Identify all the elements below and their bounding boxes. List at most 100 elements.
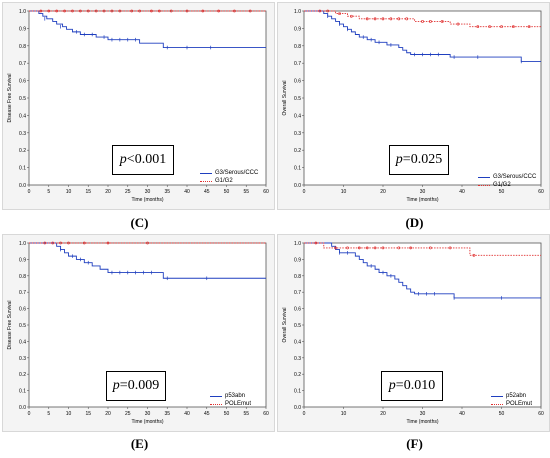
legend-e: p53abn POLEmut xyxy=(210,392,251,408)
y-tick-label: 0.0 xyxy=(19,183,26,189)
pvalue-box-f: p=0.010 xyxy=(381,371,443,401)
y-tick-label: 0.1 xyxy=(294,389,301,395)
y-axis-label: Disease Free Survival xyxy=(7,301,13,350)
censor-mark xyxy=(51,241,55,245)
legend-entry: p52abn xyxy=(491,392,532,400)
y-axis-label: Disease Free Survival xyxy=(7,74,13,123)
y-tick-label: 0.1 xyxy=(19,166,26,172)
legend-swatch-red xyxy=(200,180,212,182)
x-tick-label: 50 xyxy=(224,189,230,195)
legend-c: G3/Serous/CCC G1/G2 xyxy=(200,169,258,185)
censor-mark xyxy=(397,246,401,250)
censor-mark xyxy=(39,9,43,13)
legend-label: p52abn xyxy=(506,393,527,399)
censor-mark xyxy=(248,9,252,13)
censor-mark xyxy=(389,17,393,21)
y-tick-label: 0.2 xyxy=(19,148,26,154)
x-tick-label: 30 xyxy=(145,411,151,417)
censor-mark xyxy=(102,9,106,13)
legend-label: G1/G2 xyxy=(493,182,511,188)
censor-mark xyxy=(118,9,122,13)
y-tick-label: 0.3 xyxy=(19,131,26,137)
y-tick-label: 0.1 xyxy=(19,389,26,395)
x-tick-label: 15 xyxy=(85,189,91,195)
censor-mark xyxy=(456,22,460,26)
censor-mark xyxy=(409,246,413,250)
x-tick-label: 50 xyxy=(224,411,230,417)
censor-mark xyxy=(86,9,90,13)
legend-label: G1/G2 xyxy=(215,178,233,184)
y-tick-label: 0.6 xyxy=(19,79,26,85)
y-tick-label: 0.7 xyxy=(19,290,26,296)
censor-mark xyxy=(440,20,444,23)
caption-f: (F) xyxy=(406,436,423,451)
censor-mark xyxy=(146,241,149,245)
censor-mark xyxy=(476,25,480,29)
y-tick-label: 0.3 xyxy=(294,131,301,137)
x-tick-label: 50 xyxy=(499,189,505,195)
censor-mark xyxy=(59,241,63,245)
y-tick-label: 0.3 xyxy=(19,356,26,362)
legend-swatch-blue xyxy=(210,395,222,397)
legend-entry: G1/G2 xyxy=(200,177,258,185)
censor-mark xyxy=(94,9,98,13)
legend-label: p53abn xyxy=(225,393,246,399)
y-axis-label: Overall Survival xyxy=(282,80,288,115)
legend-swatch-blue xyxy=(478,176,490,178)
y-tick-label: 0.7 xyxy=(19,61,26,67)
y-tick-label: 0.7 xyxy=(294,290,301,296)
y-tick-label: 0.0 xyxy=(294,183,301,189)
censor-mark xyxy=(405,17,409,21)
legend-f: p52abn POLEmut xyxy=(491,392,532,408)
x-axis-label: Time (months) xyxy=(131,197,163,203)
x-tick-label: 5 xyxy=(47,189,50,195)
y-tick-label: 0.6 xyxy=(294,307,301,313)
pvalue-italic-c: p xyxy=(119,152,127,167)
censor-mark xyxy=(373,246,377,250)
censor-mark xyxy=(106,241,110,245)
x-axis-label: Time (months) xyxy=(131,419,163,425)
y-tick-label: 0.4 xyxy=(19,113,26,119)
x-tick-label: 40 xyxy=(184,411,190,417)
x-tick-label: 25 xyxy=(125,411,131,417)
y-tick-label: 0.9 xyxy=(19,26,26,32)
censor-mark xyxy=(82,241,86,245)
censor-mark xyxy=(138,9,142,13)
x-tick-label: 15 xyxy=(85,411,91,417)
legend-label: POLEmut xyxy=(225,401,252,407)
caption-c: (C) xyxy=(130,215,149,230)
legend-entry: POLEmut xyxy=(210,400,251,408)
censor-mark xyxy=(527,25,531,29)
censor-mark xyxy=(47,9,51,13)
censor-mark xyxy=(428,20,432,23)
y-tick-label: 0.5 xyxy=(19,323,26,329)
y-tick-label: 1.0 xyxy=(294,9,301,15)
y-tick-label: 0.9 xyxy=(19,257,26,263)
censor-mark xyxy=(500,25,503,29)
censor-mark xyxy=(110,9,114,13)
censor-mark xyxy=(428,246,432,250)
pvalue-italic-f: p xyxy=(388,378,396,393)
y-tick-label: 0.5 xyxy=(294,96,301,102)
pvalue-text-e: =0.009 xyxy=(119,378,160,393)
x-tick-label: 20 xyxy=(105,189,111,195)
panel-f: 0.0 0.1 0.2 0.3 0.4 0.5 0.6 0.7 0.8 0.9 1.0 0 10 20 30… xyxy=(277,234,550,432)
censor-mark xyxy=(169,9,173,13)
censor-mark xyxy=(511,25,515,29)
y-tick-label: 0.8 xyxy=(294,44,301,50)
y-tick-label: 1.0 xyxy=(19,9,26,15)
x-tick-label: 20 xyxy=(105,411,111,417)
x-tick-label: 10 xyxy=(341,189,347,195)
legend-entry: p53abn xyxy=(210,392,251,400)
x-tick-label: 20 xyxy=(380,411,386,417)
x-tick-label: 55 xyxy=(243,189,249,195)
censor-mark xyxy=(55,9,59,13)
y-tick-label: 0.4 xyxy=(294,113,301,119)
legend-label: G3/Serous/CCC xyxy=(215,170,259,176)
legend-entry: G1/G2 xyxy=(478,181,536,189)
x-tick-label: 60 xyxy=(263,189,269,195)
survival-curve-blue xyxy=(304,10,541,62)
censor-mark xyxy=(488,25,492,29)
y-tick-label: 0.8 xyxy=(19,274,26,280)
censor-mark xyxy=(63,9,66,13)
